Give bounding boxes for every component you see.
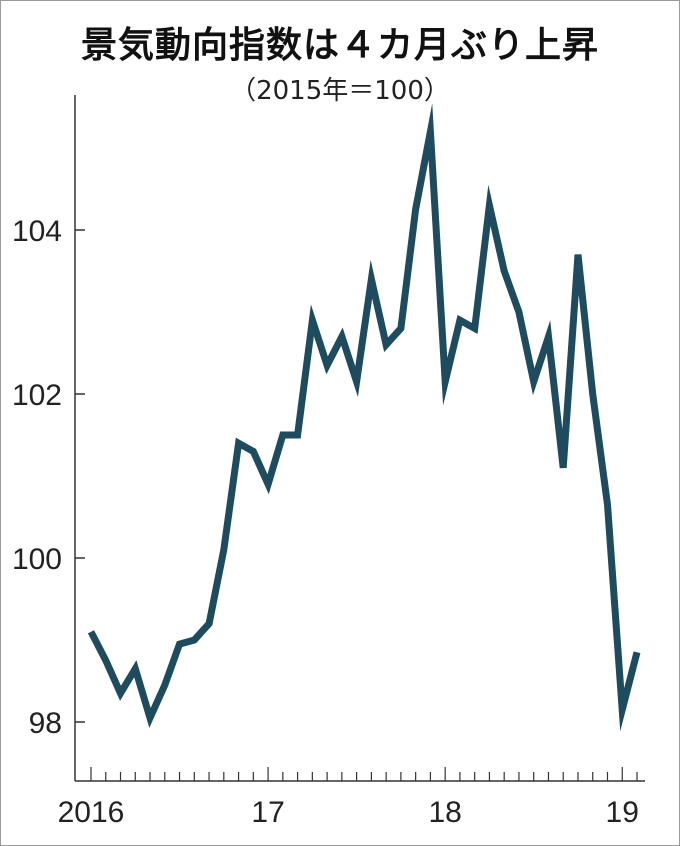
y-tick-label: 100	[12, 543, 62, 576]
x-axis-ticks: 2016 17 18 19	[58, 767, 639, 829]
y-axis-ticks: 98 100 102 104	[12, 215, 85, 740]
x-tick-label: 18	[428, 796, 461, 829]
y-tick-label: 98	[29, 707, 62, 740]
series-line	[87, 103, 641, 732]
axes	[74, 95, 645, 782]
series-group	[87, 103, 641, 732]
x-tick-label: 19	[606, 796, 639, 829]
chart-subtitle: （2015年＝100）	[230, 76, 450, 106]
chart-title: 景気動向指数は４カ月ぶり上昇	[80, 25, 599, 66]
x-tick-label: 2016	[58, 796, 125, 829]
y-tick-label: 104	[12, 215, 62, 248]
x-tick-label: 17	[251, 796, 284, 829]
y-tick-label: 102	[12, 379, 62, 412]
